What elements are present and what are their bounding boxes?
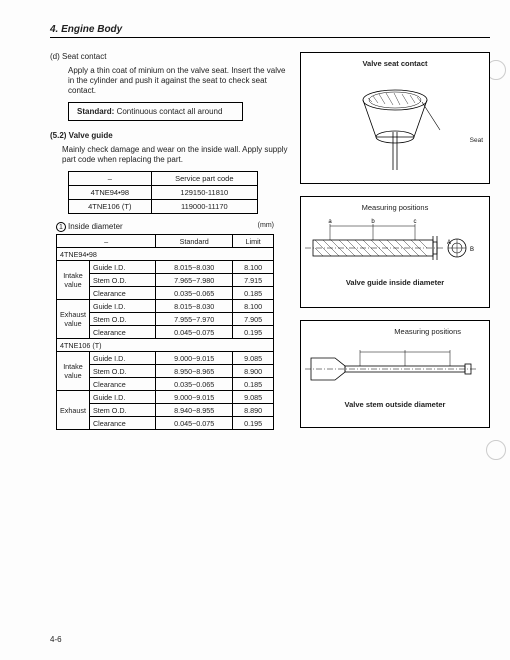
table-row: 4TNE106 (T) 119000-11170 [69, 200, 258, 214]
table-row: – Service part code [69, 172, 258, 186]
standard-value: Continuous contact all around [117, 107, 223, 116]
section-d-text: Apply a thin coat of minium on the valve… [68, 66, 288, 96]
parts-cell: 4TNE94•98 [69, 186, 152, 200]
fig2-title: Measuring positions [305, 203, 485, 212]
figure-valve-seat-contact: Valve seat contact Seat [300, 52, 490, 184]
seat-label: Seat [470, 137, 483, 144]
table-row: 4TNE94•98 129150-11810 [69, 186, 258, 200]
mm-label: (mm) [258, 222, 274, 232]
parts-cell: 129150-11810 [151, 186, 257, 200]
fig2-B: B [470, 247, 474, 253]
valve-stem-diagram [305, 340, 485, 396]
fig2-A: A [447, 240, 451, 246]
fig3-title: Measuring positions [305, 327, 461, 336]
parts-cell: 4TNE106 (T) [69, 200, 152, 214]
standard-box: Standard: Continuous contact all around [68, 102, 243, 121]
fig2-b: b [371, 219, 375, 225]
section-d-label: (d) Seat contact [50, 52, 288, 62]
page-number: 4-6 [50, 635, 62, 644]
parts-table: – Service part code 4TNE94•98 129150-118… [68, 171, 258, 214]
parts-cell: 119000-11170 [151, 200, 257, 214]
figure-valve-guide: Measuring positions [300, 196, 490, 308]
fig1-title: Valve seat contact [305, 59, 485, 68]
valve-seat-diagram [340, 72, 450, 172]
figure-valve-stem: Measuring positions Valve stem outside d… [300, 320, 490, 428]
parts-header-0: – [69, 172, 152, 186]
section-52-text: Mainly check damage and wear on the insi… [62, 145, 288, 165]
chapter-heading: 4. Engine Body [50, 24, 490, 38]
fig2-a: a [328, 219, 332, 225]
circled-1-icon: 1 [56, 222, 66, 232]
fig2-c: c [414, 219, 417, 225]
parts-header-1: Service part code [151, 172, 257, 186]
standard-label: Standard: [77, 107, 114, 116]
fig3-caption: Valve stem outside diameter [305, 400, 485, 409]
inside-diameter-label: Inside diameter [68, 222, 123, 231]
inside-diameter-table: –StandardLimit4TNE94•98IntakevalueGuide … [56, 234, 274, 430]
valve-guide-diagram: a b c A B [305, 216, 485, 274]
fig2-caption: Valve guide inside diameter [305, 278, 485, 287]
section-52-label: (5.2) Valve guide [50, 131, 288, 141]
